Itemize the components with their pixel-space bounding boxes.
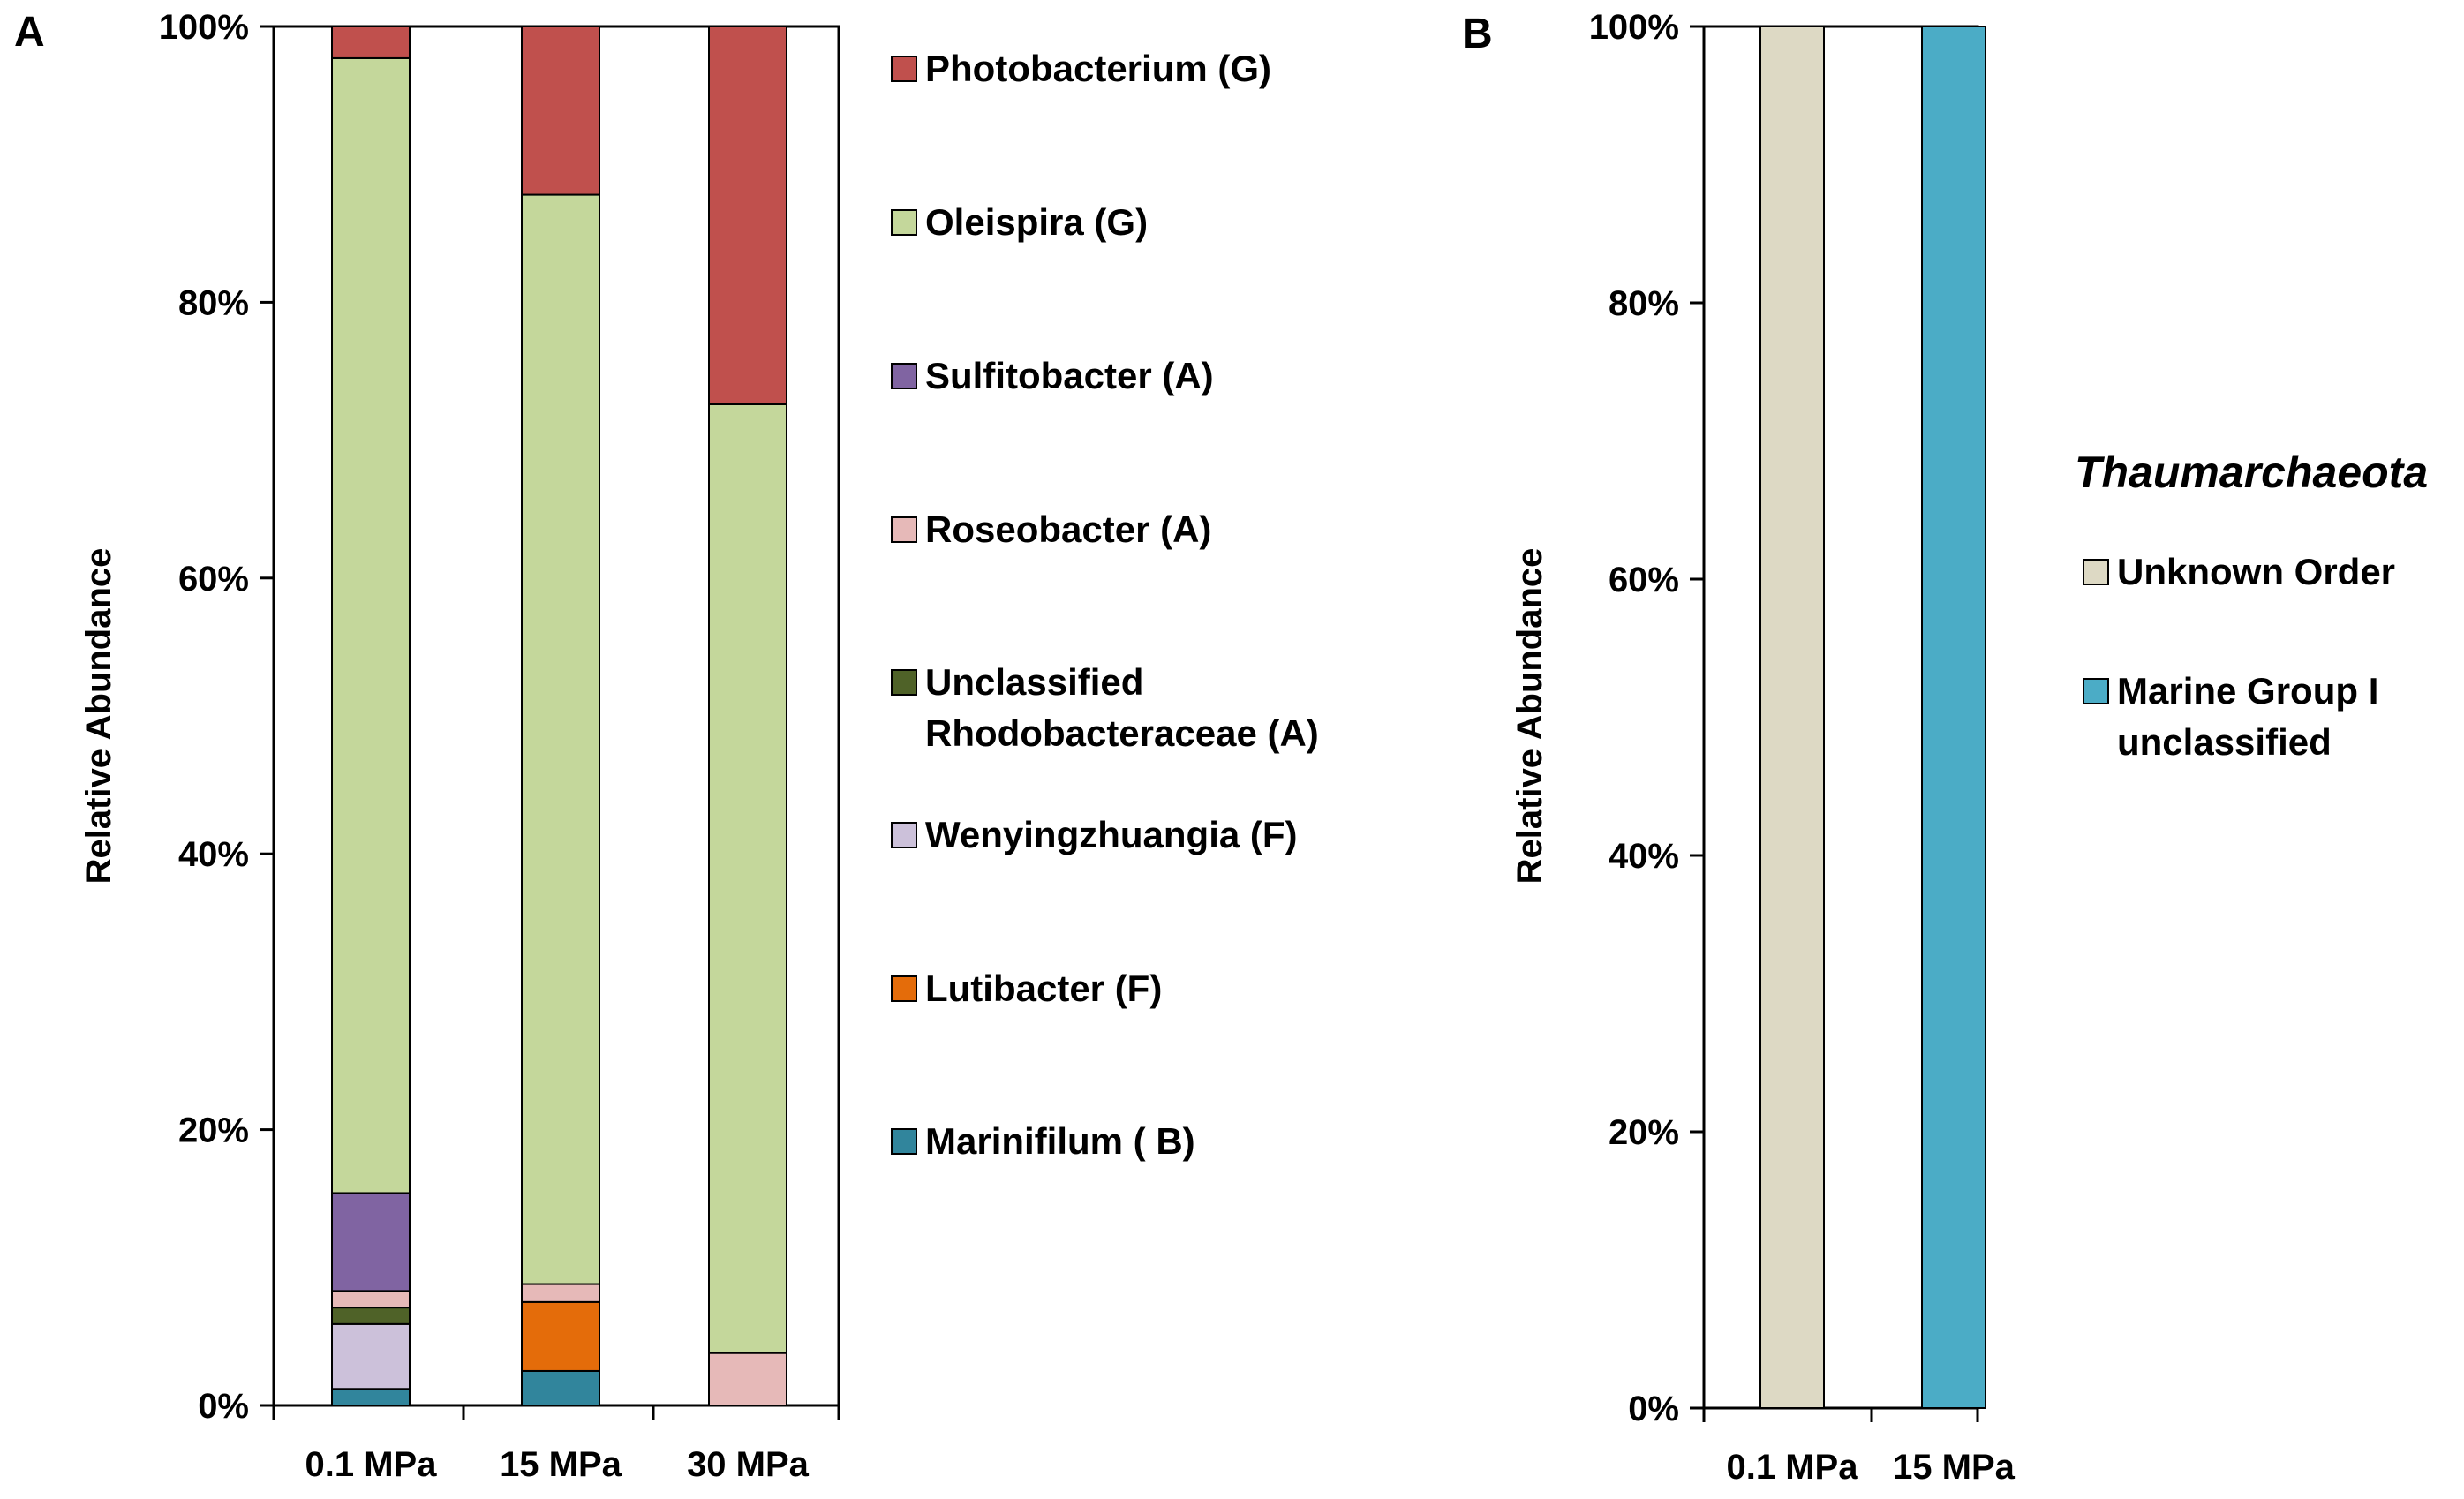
y-tick-label: 80%: [1609, 284, 1679, 323]
x-tick-label: 15 MPa: [1893, 1448, 2016, 1487]
legend-swatch: [891, 516, 917, 543]
panel-b-y-axis-title: Relative Abundance: [1511, 548, 1549, 885]
panel-a-x-ticks: 0.1 MPa 15 MPa 30 MPa: [272, 1405, 840, 1484]
y-tick-label: 40%: [178, 835, 249, 874]
legend-item-unknown-order: Unknown Order: [2083, 551, 2395, 592]
legend-item-lutibacter-f: Lutibacter (F): [891, 968, 1162, 1009]
panel-a-y-axis-title: Relative Abundance: [79, 548, 118, 885]
bar-segment-wenyingzhuangia-f-0-1-mpa: [331, 1322, 411, 1390]
panel-a-legend: Photobacterium (G) Oleispira (G) Sulfitoba…: [891, 48, 1319, 1162]
bar-segment-unclassified-rhodobacteraceae-a-0-1-mpa: [331, 1307, 411, 1325]
bar-segment-photobacterium-g-30-mpa: [708, 26, 787, 405]
legend-label: Lutibacter (F): [925, 968, 1162, 1009]
bar-segment-roseobacter-a-15-mpa: [521, 1283, 600, 1303]
bar-segment-marine-group-i-unclassified-15-mpa: [1921, 26, 1986, 1409]
bar-segment-roseobacter-a-0-1-mpa: [331, 1290, 411, 1309]
panel-b-label: B: [1462, 11, 1493, 57]
legend-label: Wenyingzhuangia (F): [925, 814, 1298, 855]
panel-a-y-ticks: 0% 20% 40% 60% 80% 100%: [159, 8, 274, 1426]
panel-a-label: A: [14, 9, 45, 56]
legend-swatch: [2083, 559, 2109, 585]
y-tick-label: 0%: [1628, 1390, 1679, 1428]
bar-segment-marinifilum-b-15-mpa: [521, 1369, 600, 1406]
x-tick-label: 30 MPa: [687, 1445, 810, 1484]
legend-label: Unknown Order: [2117, 551, 2395, 592]
panel-b-bars: [1759, 26, 1986, 1409]
legend-swatch: [2083, 678, 2109, 704]
y-tick-label: 40%: [1609, 837, 1679, 876]
bar-segment-lutibacter-f-15-mpa: [521, 1300, 600, 1372]
bar-segment-oleispira-g-0-1-mpa: [331, 56, 411, 1194]
legend-item-oleispira-g: Oleispira (G): [891, 201, 1148, 243]
panel-b-y-ticks: 0% 20% 40% 60% 80% 100%: [1589, 8, 1704, 1428]
legend-swatch: [891, 975, 917, 1002]
legend-label: Photobacterium (G): [925, 48, 1271, 89]
x-tick-label: 0.1 MPa: [305, 1445, 438, 1484]
panel-a: A 0% 20% 40% 60% 80% 100% 0.1 MPa 15 MPa 30 MPa…: [14, 8, 1319, 1484]
legend-swatch: [891, 1128, 917, 1155]
bar-segment-photobacterium-g-0-1-mpa: [331, 26, 411, 59]
y-tick-label: 0%: [198, 1387, 249, 1426]
legend-item-marinifilum-b: Marinifilum ( B): [891, 1120, 1195, 1162]
panel-b: B 0% 20% 40% 60% 80% 100% 0.1 MPa 15 MPa Relat…: [1462, 8, 2428, 1487]
panel-b-x-ticks: 0.1 MPa 15 MPa: [1702, 1408, 2016, 1487]
bar-segment-photobacterium-g-15-mpa: [521, 26, 600, 196]
legend-swatch: [891, 363, 917, 389]
bar-segment-roseobacter-a-30-mpa: [708, 1352, 787, 1407]
legend-item-wenyingzhuangia-f: Wenyingzhuangia (F): [891, 814, 1298, 855]
y-tick-label: 100%: [1589, 8, 1679, 47]
legend-swatch: [891, 56, 917, 82]
y-tick-label: 20%: [178, 1111, 249, 1150]
legend-item-photobacterium-g: Photobacterium (G): [891, 48, 1271, 89]
y-tick-label: 60%: [1609, 561, 1679, 599]
bar-segment-sulfitobacter-a-0-1-mpa: [331, 1192, 411, 1292]
legend-label: Sulfitobacter (A): [925, 355, 1214, 396]
y-tick-label: 60%: [178, 560, 249, 599]
legend-label: Marinifilum ( B): [925, 1120, 1195, 1162]
legend-label: Roseobacter (A): [925, 508, 1211, 550]
legend-item-unclassified-rhodobacteraceae-a: Unclassified Rhodobacteraceae (A): [891, 661, 1319, 754]
bar-segment-oleispira-g-15-mpa: [521, 193, 600, 1285]
x-tick-label: 0.1 MPa: [1727, 1448, 1859, 1487]
legend-item-sulfitobacter-a: Sulfitobacter (A): [891, 355, 1214, 396]
y-tick-label: 80%: [178, 283, 249, 322]
bar-segment-marinifilum-b-0-1-mpa: [331, 1388, 411, 1406]
legend-label: Unclassified Rhodobacteraceae (A): [925, 661, 1319, 754]
bar-segment-unknown-order-0-1-mpa: [1759, 26, 1825, 1409]
panel-b-legend-heading: Thaumarchaeota: [2075, 448, 2428, 497]
y-tick-label: 100%: [159, 8, 249, 47]
legend-swatch: [891, 822, 917, 848]
legend-label: Oleispira (G): [925, 201, 1148, 243]
bar-segment-oleispira-g-30-mpa: [708, 403, 787, 1354]
x-tick-label: 15 MPa: [500, 1445, 622, 1484]
panel-a-bars: [331, 26, 787, 1407]
legend-swatch: [891, 209, 917, 236]
legend-swatch: [891, 669, 917, 696]
y-tick-label: 20%: [1609, 1113, 1679, 1152]
legend-item-roseobacter-a: Roseobacter (A): [891, 508, 1211, 550]
